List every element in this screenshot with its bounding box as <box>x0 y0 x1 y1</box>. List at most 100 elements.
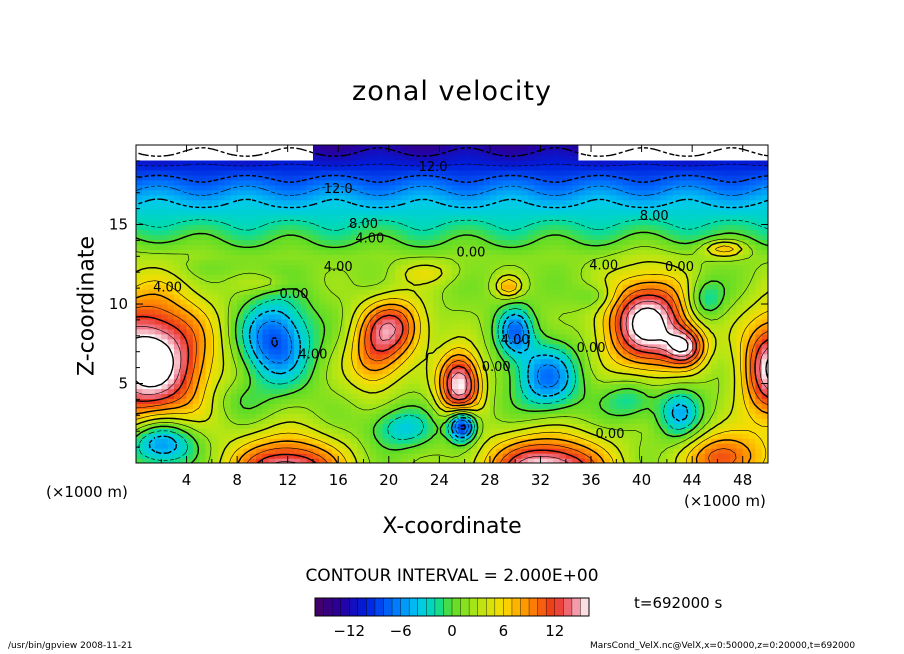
field-cell <box>154 413 162 419</box>
field-cell <box>711 214 719 221</box>
field-cell <box>527 249 535 255</box>
field-cell <box>338 453 346 459</box>
field-cell <box>243 448 251 454</box>
field-cell <box>622 239 630 245</box>
field-cell <box>148 368 156 375</box>
field-cell <box>154 403 162 409</box>
field-cell <box>401 373 409 380</box>
field-cell <box>635 363 643 370</box>
field-cell <box>666 234 674 241</box>
field-cell <box>369 234 377 241</box>
field-cell <box>452 269 459 275</box>
field-cell <box>527 224 535 231</box>
field-cell <box>199 423 207 429</box>
field-cell <box>534 249 542 255</box>
field-cell <box>578 343 586 350</box>
field-cell <box>420 279 428 285</box>
field-cell <box>660 383 668 390</box>
field-cell <box>470 244 478 250</box>
field-cell <box>496 443 504 449</box>
field-cell <box>666 328 674 335</box>
field-cell <box>534 229 542 236</box>
field-cell <box>654 214 662 221</box>
field-cell <box>685 313 693 320</box>
field-cell <box>445 428 453 434</box>
field-cell <box>591 279 598 285</box>
field-cell <box>331 418 339 424</box>
field-cell <box>521 294 529 300</box>
field-cell <box>287 418 295 424</box>
field-cell <box>628 234 636 241</box>
field-cell <box>306 413 314 419</box>
field-cell <box>458 259 466 265</box>
field-cell <box>603 338 611 345</box>
field-cell <box>616 274 624 280</box>
field-cell <box>256 318 263 325</box>
field-cell <box>572 308 579 315</box>
field-cell <box>635 249 643 255</box>
field-cell <box>363 413 371 419</box>
field-cell <box>186 304 194 310</box>
field-cell <box>331 249 339 255</box>
field-cell <box>584 358 592 365</box>
field-cell <box>369 443 377 449</box>
field-cell <box>527 279 535 285</box>
field-cell <box>192 244 200 250</box>
field-cell <box>616 443 624 449</box>
field-cell <box>142 338 150 345</box>
field-cell <box>180 318 188 325</box>
field-cell <box>344 423 352 429</box>
field-cell <box>666 393 674 400</box>
field-cell <box>287 323 295 330</box>
field-cell <box>565 308 573 315</box>
field-cell <box>610 284 617 290</box>
field-cell <box>205 318 213 325</box>
field-cell <box>136 368 143 375</box>
field-cell <box>275 279 282 285</box>
field-cell <box>439 269 447 275</box>
field-cell <box>660 413 668 419</box>
field-cell <box>350 224 358 231</box>
field-cell <box>268 313 276 320</box>
field-cell <box>635 284 643 290</box>
field-cell <box>616 254 624 260</box>
field-cell <box>591 458 598 463</box>
field-cell <box>761 363 768 370</box>
field-cell <box>331 453 339 459</box>
field-cell <box>205 304 213 310</box>
field-cell <box>382 254 390 260</box>
field-cell <box>420 368 428 375</box>
field-cell <box>407 428 415 434</box>
field-cell <box>262 358 270 365</box>
field-cell <box>180 453 188 459</box>
field-cell <box>306 438 314 444</box>
field-cell <box>268 438 276 444</box>
field-cell <box>154 373 162 380</box>
field-cell <box>294 294 301 300</box>
field-cell <box>483 413 491 419</box>
field-cell <box>698 373 706 380</box>
field-cell <box>685 408 693 414</box>
field-cell <box>508 418 516 424</box>
field-cell <box>331 368 339 375</box>
field-cell <box>167 358 175 365</box>
field-cell <box>388 333 396 340</box>
field-cell <box>755 219 763 226</box>
field-cell <box>161 443 169 449</box>
field-cell <box>407 224 415 231</box>
field-cell <box>445 378 453 385</box>
field-cell <box>635 264 643 270</box>
field-cell <box>502 383 510 390</box>
field-cell <box>136 244 143 250</box>
field-cell <box>685 254 693 260</box>
field-cell <box>749 418 756 424</box>
field-cell <box>350 393 358 400</box>
field-cell <box>445 443 453 449</box>
field-cell <box>761 408 768 414</box>
field-cell <box>666 308 674 315</box>
field-cell <box>508 378 516 385</box>
field-cell <box>363 378 371 385</box>
field-cell <box>553 279 561 285</box>
field-cell <box>325 219 333 226</box>
field-cell <box>470 348 478 355</box>
